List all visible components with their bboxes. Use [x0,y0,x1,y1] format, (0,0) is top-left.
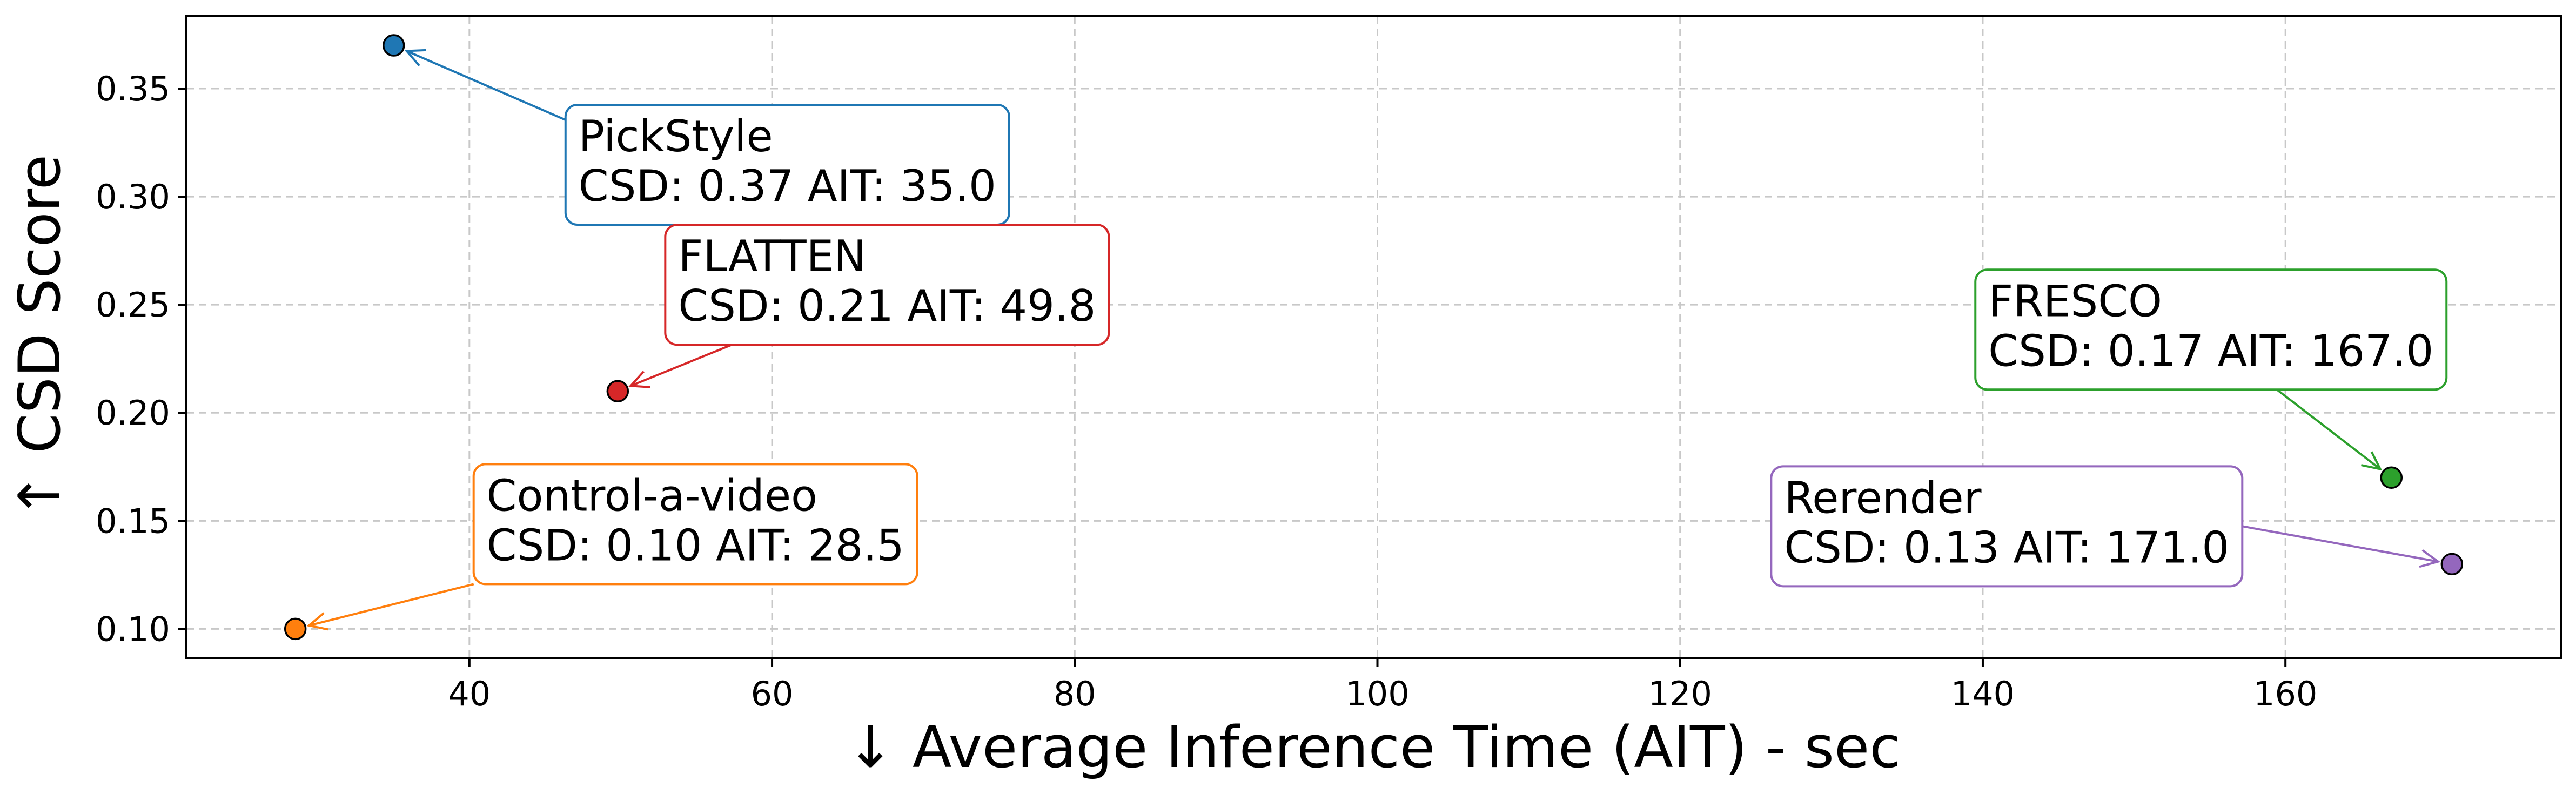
annotation-box [1974,268,2448,391]
x-tick-label: 40 [448,674,491,714]
annotation-values: CSD: 0.37 AIT: 35.0 [579,161,996,211]
y-tick-label: 0.20 [96,393,170,433]
y-axis-ticks: 0.10 0.15 0.20 0.25 0.30 0.35 [96,69,186,649]
annotation-box [664,224,1110,346]
annotation-title: FLATTEN [678,231,866,281]
point-flatten [606,380,629,402]
y-tick-label: 0.15 [96,501,170,541]
point-fresco [2380,466,2403,489]
annotation-arrow-line [2276,388,2381,470]
annotation-arrows [306,49,2441,631]
annotation-arrow-head [306,612,328,631]
annotation-arrow-head [628,371,650,388]
x-axis-label: ↓ Average Inference Time (AIT) - sec [847,714,1901,780]
y-tick-label: 0.30 [96,177,170,217]
point-control-a-video [284,617,307,641]
data-points [284,34,2464,641]
plot-frame [185,15,2562,659]
x-tick-label: 120 [1648,674,1712,714]
annotation-arrow-head [2361,451,2383,471]
annotation-arrow-line [308,583,474,627]
annotation-values: CSD: 0.10 AIT: 28.5 [487,520,904,570]
y-tick-label: 0.25 [96,285,170,325]
annotation-arrow-head [2419,549,2441,568]
y-axis-label: ↑ CSD Score [6,154,73,520]
x-tick-label: 80 [1054,674,1096,714]
annotation-arrow-line [2242,525,2439,563]
annotation-arrow-head [404,49,426,66]
annotation-title: PickStyle [579,111,773,162]
y-tick-label: 0.35 [96,69,170,109]
annotation-box [472,463,918,586]
annotation-title: FRESCO [1988,276,2162,326]
point-pickstyle [383,34,405,57]
point-rerender [2440,553,2464,576]
annotation-box [1770,465,2244,588]
x-tick-label: 100 [1345,674,1409,714]
x-tick-label: 60 [751,674,794,714]
annotation-values: CSD: 0.21 AIT: 49.8 [678,281,1096,331]
x-tick-label: 160 [2253,674,2317,714]
x-axis-ticks: 40 60 80 100 120 140 160 [448,658,2317,714]
annotation-values: CSD: 0.17 AIT: 167.0 [1988,326,2433,376]
annotation-arrow-line [406,50,566,121]
x-tick-label: 140 [1951,674,2015,714]
annotation-title: Rerender [1784,473,1981,523]
annotation-title: Control-a-video [487,470,817,521]
annotation-arrow-line [630,344,733,387]
y-tick-label: 0.10 [96,609,170,649]
annotation-values: CSD: 0.13 AIT: 171.0 [1784,522,2229,573]
